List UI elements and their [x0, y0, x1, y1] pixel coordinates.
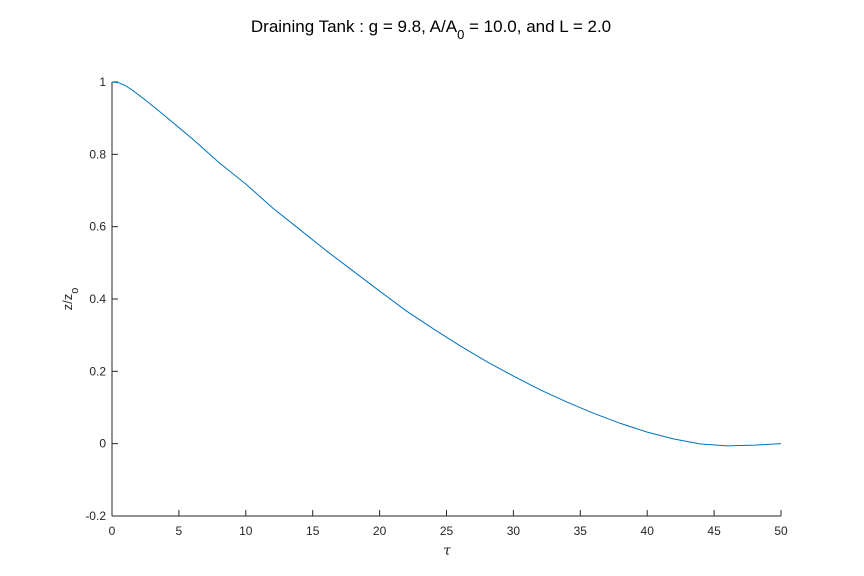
y-tick-label: 0.8 — [89, 147, 106, 161]
axes — [111, 82, 781, 517]
series-line — [111, 81, 782, 447]
x-axis-label: τ — [443, 543, 451, 559]
chart-title-prefix: Draining Tank : g = 9.8, A/A — [251, 17, 458, 36]
y-axis-label-subscript: o — [69, 288, 81, 294]
y-tick-label: 0.6 — [89, 220, 106, 234]
chart-title: Draining Tank : g = 9.8, A/A0 = 10.0, an… — [251, 17, 611, 42]
y-tick-label: -0.2 — [85, 509, 106, 523]
x-tick-label: 0 — [109, 524, 116, 538]
y-axis-label-main: z/z — [60, 294, 75, 311]
x-tick-label: 35 — [574, 524, 588, 538]
series-group — [111, 81, 782, 447]
x-tick-label: 15 — [306, 524, 320, 538]
y-tick-label: 0.4 — [89, 292, 106, 306]
x-tick-label: 50 — [774, 524, 788, 538]
x-tick-label: 10 — [239, 524, 253, 538]
x-tick-label: 30 — [507, 524, 521, 538]
x-tick-label: 5 — [176, 524, 183, 538]
tick-marks — [111, 81, 782, 517]
chart-title-subscript: 0 — [457, 27, 464, 42]
y-tick-label: 0 — [99, 437, 106, 451]
x-tick-label: 20 — [373, 524, 387, 538]
x-tick-label: 40 — [641, 524, 655, 538]
y-tick-label: 0.2 — [89, 364, 106, 378]
tick-labels: 0 5 10 15 20 25 30 35 40 45 50-0.200.20.40.60.81 — [85, 75, 788, 538]
x-tick-label: 25 — [440, 524, 454, 538]
x-tick-label: 45 — [707, 524, 721, 538]
y-tick-label: 1 — [99, 75, 106, 89]
chart-title-suffix: = 10.0, and L = 2.0 — [464, 17, 611, 36]
y-axis-label: z/zo — [60, 288, 81, 311]
